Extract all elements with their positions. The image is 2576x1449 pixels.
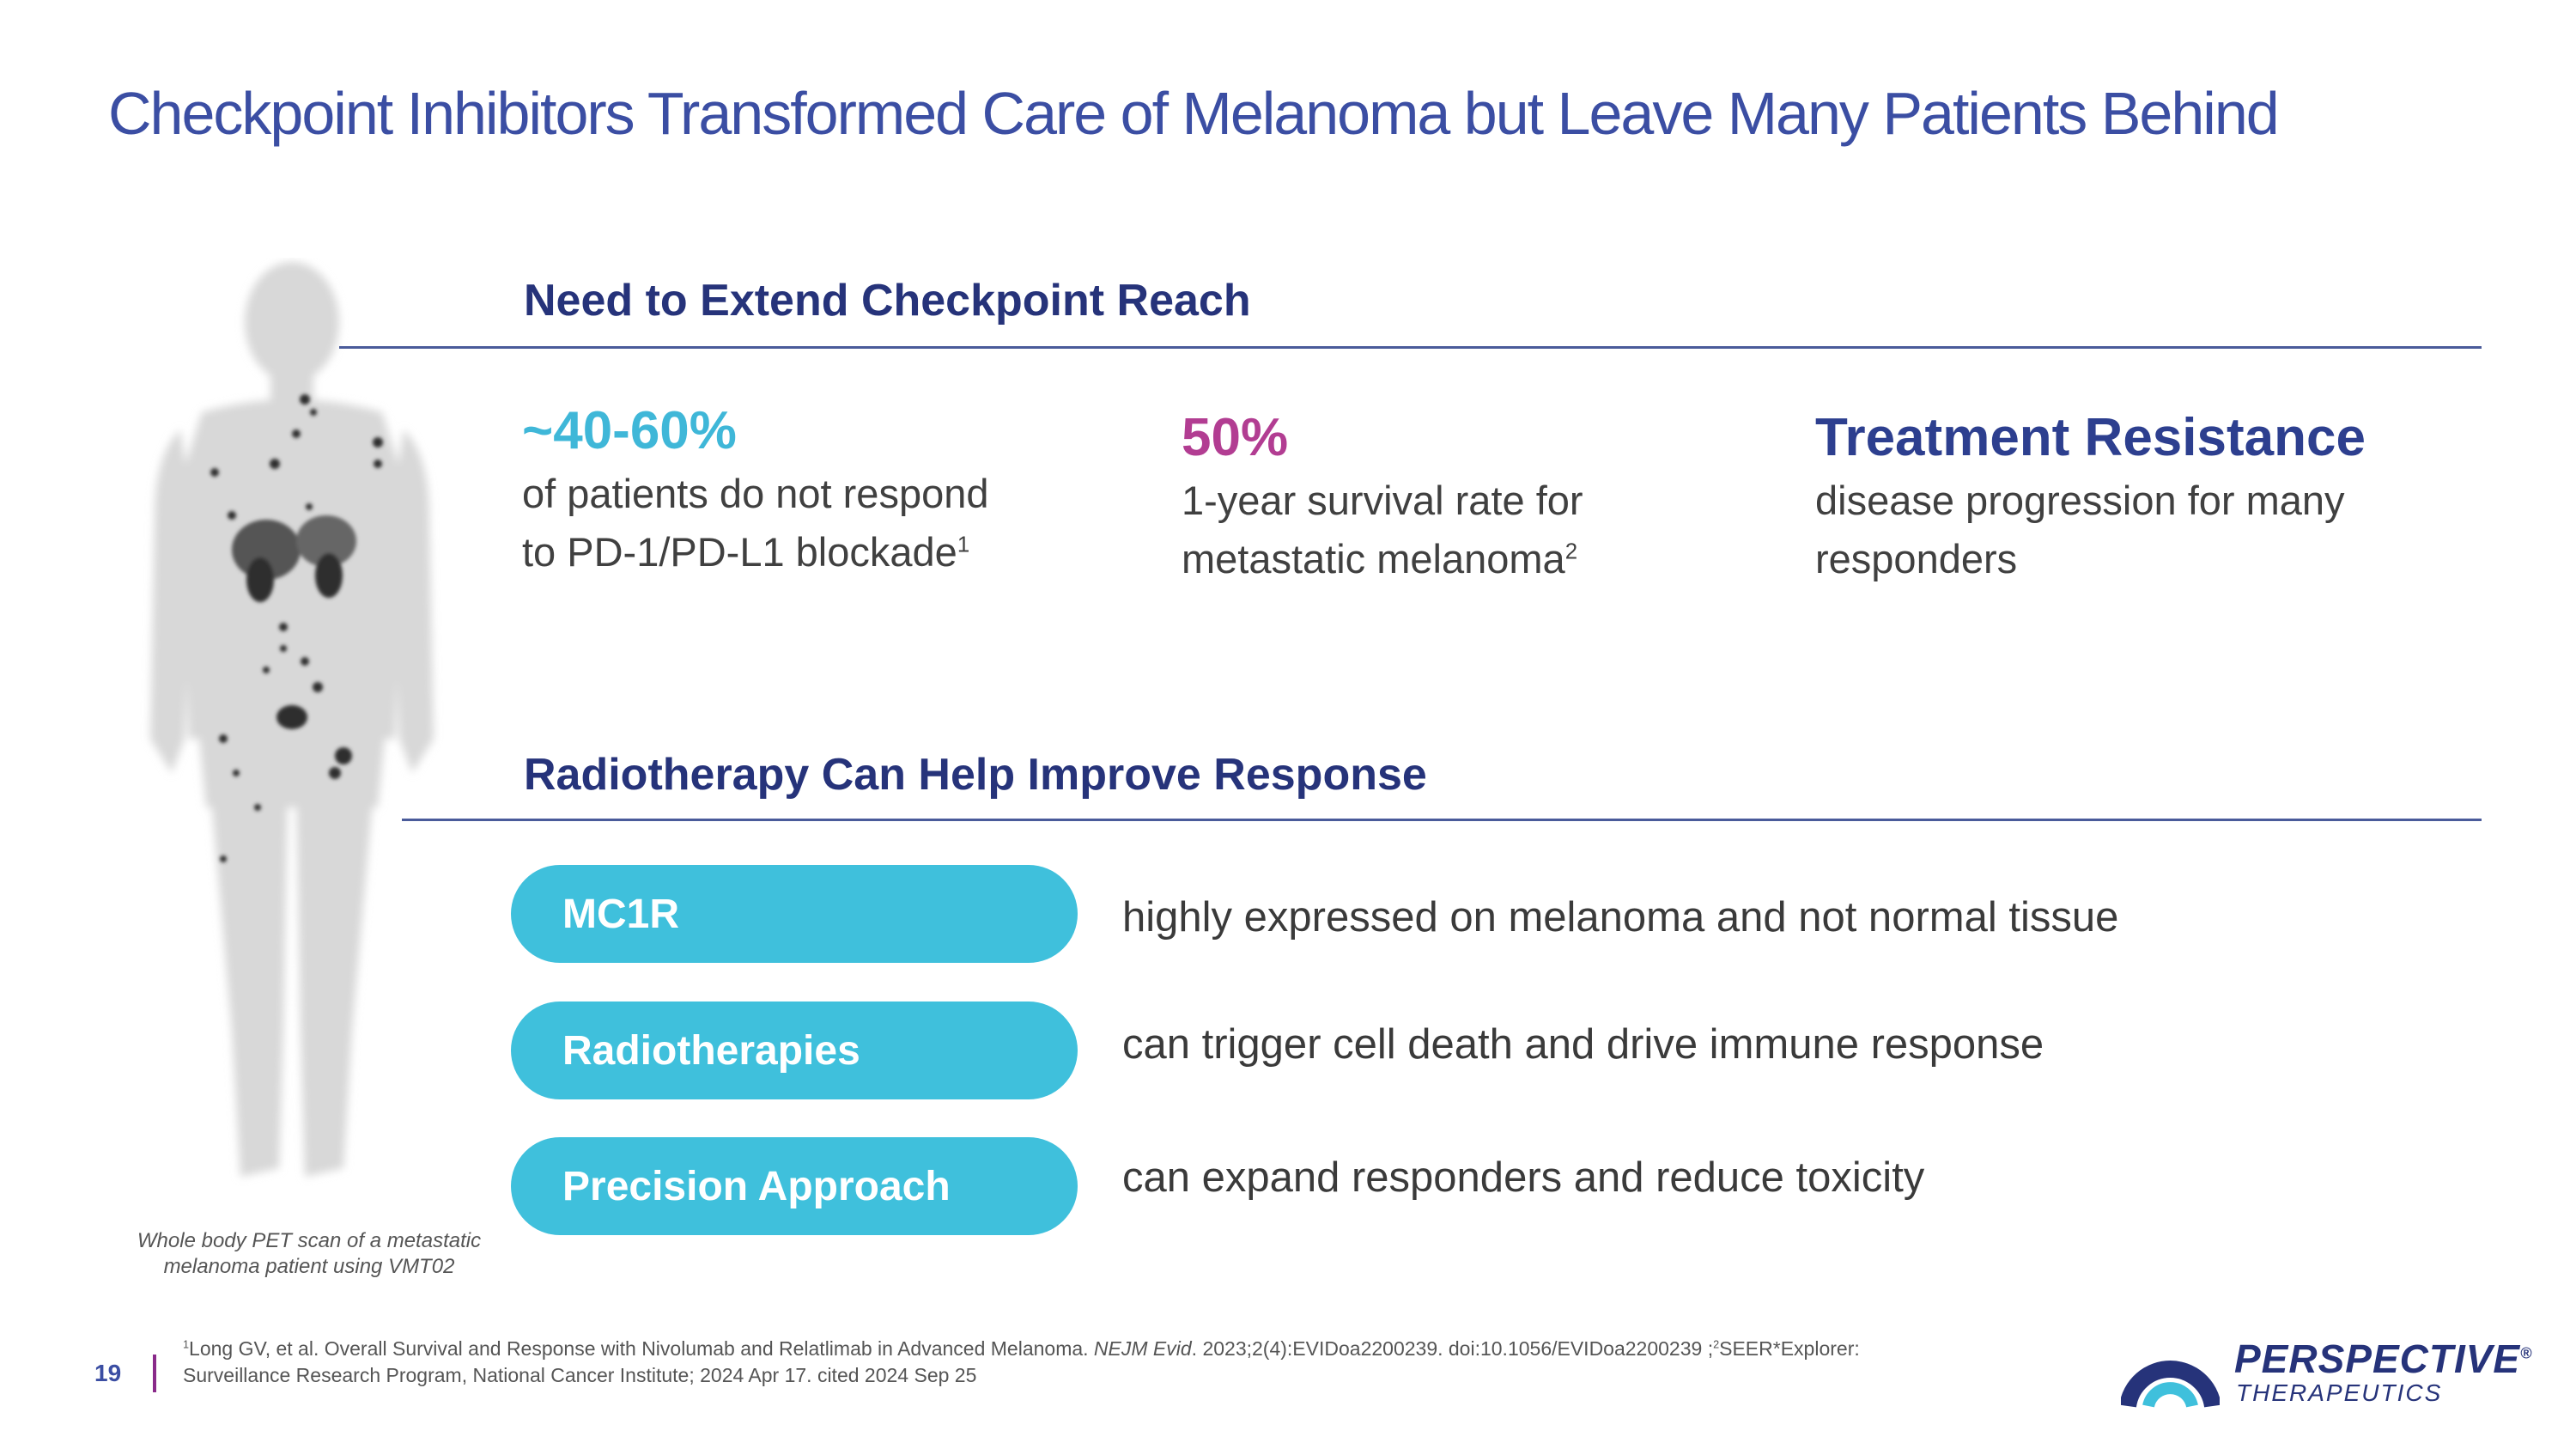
stat-value: Treatment Resistance (1815, 408, 2366, 467)
logo-wordmark: PERSPECTIVE® (2234, 1336, 2533, 1381)
stat-line-1: of patients do not respond (522, 471, 989, 516)
page-divider (153, 1355, 156, 1392)
stat-line-1: 1-year survival rate for (1182, 478, 1583, 523)
section-divider (402, 819, 2482, 821)
logo-subtitle: THERAPEUTICS (2236, 1379, 2443, 1406)
section-divider (339, 346, 2482, 349)
stat-line-2: responders (1815, 536, 2018, 581)
image-caption: Whole body PET scan of a metastatic mela… (103, 1228, 515, 1280)
pill-mc1r: MC1R (511, 865, 1078, 963)
footnote-ref: 2 (1564, 539, 1578, 564)
pet-scan-image (150, 262, 434, 1177)
stat-line-2: to PD-1/PD-L1 blockade1 (522, 529, 970, 575)
footnote-ref: 1 (957, 533, 970, 557)
pill-desc-mc1r: highly expressed on melanoma and not nor… (1122, 894, 2119, 941)
section-heading-checkpoint-reach: Need to Extend Checkpoint Reach (524, 276, 1251, 326)
stat-value: 50% (1182, 408, 1289, 467)
stat-value: ~40-60% (522, 401, 737, 460)
pill-desc-precision-approach: can expand responders and reduce toxicit… (1122, 1154, 1925, 1201)
caption-line-2: melanoma patient using VMT02 (163, 1255, 455, 1278)
pill-precision-approach: Precision Approach (511, 1137, 1078, 1235)
stat-block-survival: 50% 1-year survival rate for metastatic … (1182, 407, 1583, 588)
page-number: 19 (94, 1360, 122, 1386)
stat-line-2: metastatic melanoma2 (1182, 536, 1578, 581)
stat-block-resistance: Treatment Resistance disease progression… (1815, 407, 2366, 588)
perspective-logo-icon (2121, 1361, 2220, 1408)
footnote-line-2: Surveillance Research Program, National … (183, 1364, 977, 1386)
footnote-references: 1Long GV, et al. Overall Survival and Re… (183, 1336, 2072, 1389)
footnote-line-1: 1Long GV, et al. Overall Survival and Re… (183, 1337, 1860, 1360)
page-title: Checkpoint Inhibitors Transformed Care o… (108, 80, 2280, 147)
pill-desc-radiotherapies: can trigger cell death and drive immune … (1122, 1021, 2044, 1068)
stat-block-nonresponders: ~40-60% of patients do not respond to PD… (522, 400, 989, 581)
section-heading-radiotherapy: Radiotherapy Can Help Improve Response (524, 750, 1427, 800)
caption-line-1: Whole body PET scan of a metastatic (137, 1229, 482, 1252)
stat-line-1: disease progression for many (1815, 478, 2345, 523)
pill-radiotherapies: Radiotherapies (511, 1002, 1078, 1099)
